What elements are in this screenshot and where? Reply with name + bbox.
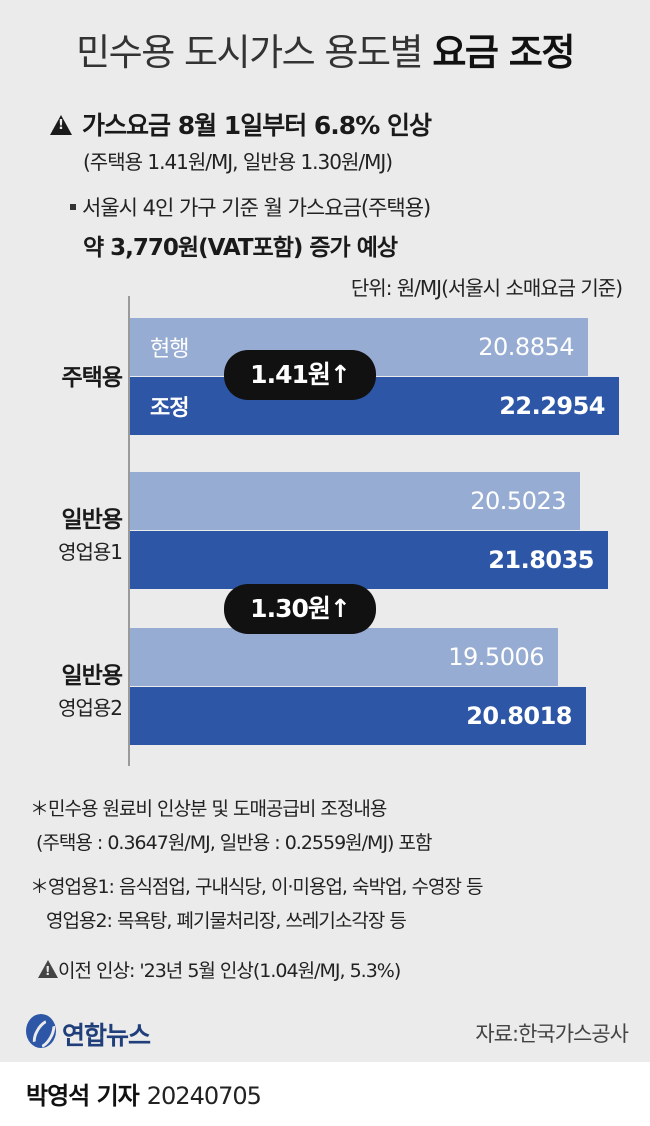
increase-annotation-general: 1.30원↑ <box>224 584 376 634</box>
household-bold: 약 3,770원(VAT포함) 증가 예상 <box>83 235 398 261</box>
warning-icon <box>38 960 58 978</box>
unit-label: 단위: 원/MJ(서울시 소매요금 기준) <box>350 276 623 300</box>
series-label-prev: 현행 <box>150 337 189 362</box>
category-label-general-1: 일반용 영업용1 <box>0 500 123 565</box>
category-main: 일반용 <box>61 507 123 533</box>
bar-prev-general-2: 19.5006 <box>130 628 558 686</box>
chart-axis-line <box>128 296 130 766</box>
bar-value-label: 19.5006 <box>448 643 544 671</box>
category-sub: 영업용1 <box>58 540 123 564</box>
category-label-general-2: 일반용 영업용2 <box>0 656 123 721</box>
headline-text: 가스요금 8월 1일부터 6.8% 인상 <box>82 111 432 140</box>
title-light: 민수용 도시가스 용도별 <box>76 31 433 74</box>
category-main: 일반용 <box>61 663 123 689</box>
bar-adj-residential: 조정 22.2954 <box>130 377 619 435</box>
warning-icon <box>50 115 72 135</box>
headline-sub: (주택용 1.41원/MJ, 일반용 1.30원/MJ) <box>83 150 393 174</box>
increase-annotation-residential: 1.41원↑ <box>224 350 376 400</box>
bar-value-label: 22.2954 <box>499 392 605 420</box>
logo-text: 연합뉴스 <box>62 1021 151 1050</box>
note-2: (주택용 : 0.3647원/MJ, 일반용 : 0.2559원/MJ) 포함 <box>36 832 432 854</box>
category-sub: 영업용2 <box>58 696 123 720</box>
bar-value-label: 20.8854 <box>478 333 574 361</box>
bar-adj-general-2: 20.8018 <box>130 687 586 745</box>
author-name: 박영석 기자 <box>26 1082 140 1110</box>
household-text: 서울시 4인 가구 기준 월 가스요금(주택용) <box>82 196 431 220</box>
series-label-adj: 조정 <box>150 396 189 421</box>
bullet-square-icon <box>70 204 76 210</box>
bar-prev-residential: 현행 20.8854 <box>130 318 588 376</box>
note-3: ＊영업용1: 음식점업, 구내식당, 이·미용업, 숙박업, 수영장 등 <box>30 876 483 898</box>
note-5-text: 이전 인상: '23년 5월 인상(1.04원/MJ, 5.3%) <box>58 960 401 982</box>
bar-value-label: 20.5023 <box>470 487 566 515</box>
yonhap-logo-icon <box>26 1014 56 1048</box>
bar-prev-general-1: 20.5023 <box>130 472 580 530</box>
bar-value-label: 21.8035 <box>488 546 594 574</box>
headline: 가스요금 8월 1일부터 6.8% 인상 <box>50 106 432 142</box>
page-title: 민수용 도시가스 용도별 요금 조정 <box>0 22 650 76</box>
category-main: 주택용 <box>61 365 123 391</box>
footer: 박영석 기자 20240705 <box>0 1062 650 1126</box>
bar-value-label: 20.8018 <box>466 702 572 730</box>
bar-adj-general-1: 21.8035 <box>130 531 608 589</box>
publish-date: 20240705 <box>146 1082 262 1110</box>
note-4: 영업용2: 목욕탕, 폐기물처리장, 쓰레기소각장 등 <box>46 910 407 932</box>
note-1: ＊민수용 원료비 인상분 및 도매공급비 조정내용 <box>30 798 387 820</box>
title-bold: 요금 조정 <box>432 31 575 74</box>
source-label: 자료:한국가스공사 <box>475 1022 629 1046</box>
household-line: 서울시 4인 가구 기준 월 가스요금(주택용) <box>70 192 431 222</box>
note-5: 이전 인상: '23년 5월 인상(1.04원/MJ, 5.3%) <box>38 956 401 983</box>
category-label-residential: 주택용 <box>0 358 123 392</box>
